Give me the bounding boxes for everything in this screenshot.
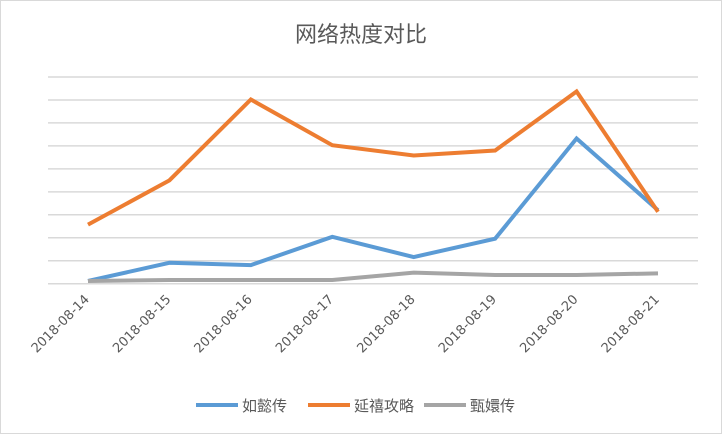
x-tick-label: 2018-08-20	[517, 292, 581, 356]
legend-item: 甄嬛传	[424, 397, 515, 415]
legend-label: 延禧攻略	[354, 397, 414, 415]
x-tick-label: 2018-08-14	[29, 292, 93, 356]
series-line-2	[87, 270, 659, 283]
x-tick-label: 2018-08-15	[110, 292, 174, 356]
x-tick-label: 2018-08-16	[192, 292, 256, 356]
x-tick-label: 2018-08-17	[273, 292, 337, 356]
series-line-1	[87, 88, 660, 227]
legend-item: 延禧攻略	[308, 397, 414, 415]
chart-title: 网络热度对比	[295, 23, 427, 48]
x-tick-label: 2018-08-21	[599, 292, 663, 356]
x-tick-label: 2018-08-19	[436, 292, 500, 356]
x-tick-label: 2018-08-18	[355, 292, 419, 356]
series-line-0	[87, 135, 660, 283]
legend-item: 如懿传	[196, 397, 287, 415]
legend-label: 如懿传	[242, 397, 287, 415]
legend-label: 甄嬛传	[470, 397, 515, 415]
